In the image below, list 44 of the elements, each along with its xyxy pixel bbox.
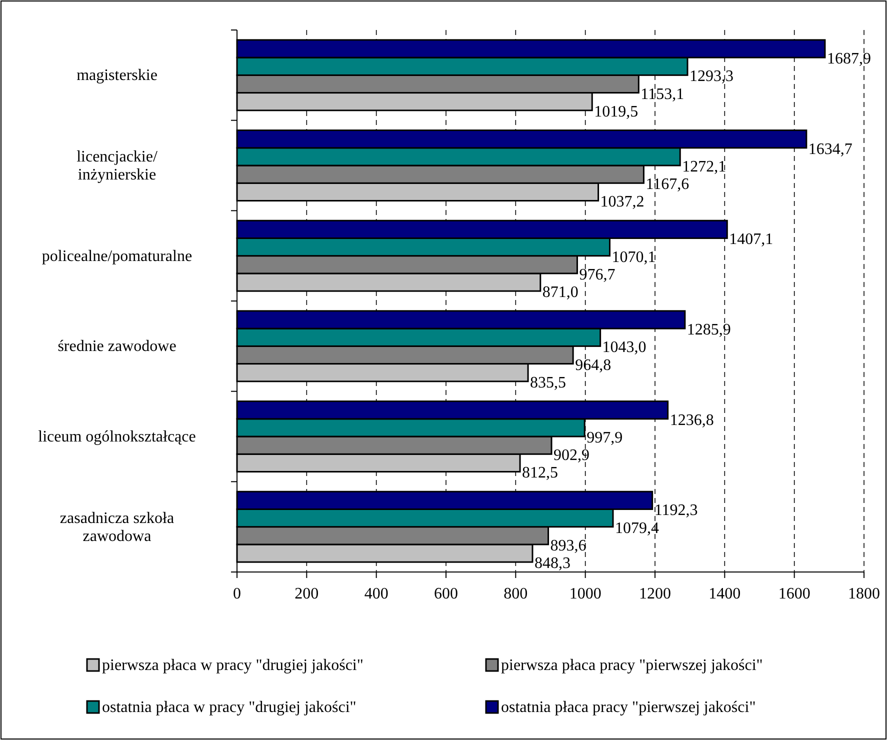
y-tick-label: zasadnicza szkoła zawodowa [60, 510, 174, 545]
data-label: 1687,9 [826, 50, 871, 68]
data-label: 1293,3 [690, 68, 734, 86]
data-label: 1167,6 [646, 176, 690, 194]
data-label: 1407,1 [729, 231, 774, 248]
y-tick-label: magisterskie [76, 67, 158, 84]
x-tick-label: 1800 [848, 586, 880, 603]
data-label: 1634,7 [808, 140, 852, 158]
data-label: 1272,1 [682, 158, 726, 176]
data-label: 835,5 [530, 374, 566, 392]
data-label: 1285,9 [686, 322, 731, 339]
data-label: 812,5 [522, 464, 558, 482]
legend-label: pierwsza płaca pracy "pierwszej jakości" [501, 657, 763, 674]
y-tick-label: licencjackie/ inżynierskie [76, 148, 158, 184]
data-label: 1037,2 [600, 194, 644, 211]
data-label: 976,7 [579, 266, 616, 284]
y-tick-label: średnie zawodowe [58, 338, 176, 356]
data-label: 1043,0 [602, 339, 646, 356]
x-tick-label: 1400 [708, 586, 741, 603]
data-label: 1153,1 [640, 86, 684, 103]
x-tick-label: 1000 [569, 586, 602, 603]
x-tick-label: 1600 [778, 586, 810, 603]
x-tick-label: 1200 [639, 586, 671, 603]
y-tick-label: liceum ogólnokształcące [38, 428, 196, 446]
x-tick-label: 200 [294, 586, 319, 603]
data-label: 964,8 [575, 356, 612, 374]
data-label: 871,0 [542, 284, 578, 302]
data-label: 848,3 [534, 555, 570, 572]
data-label: 997,9 [586, 430, 623, 446]
legend-label: ostatnia płaca pracy "pierwszej jakości" [501, 699, 756, 716]
data-label: 1019,5 [594, 103, 638, 120]
data-label: 1192,3 [654, 502, 698, 520]
x-tick-label: 400 [364, 586, 388, 603]
data-label: 902,9 [554, 447, 590, 464]
data-label: 1079,4 [614, 520, 659, 537]
x-tick-label: 800 [504, 586, 528, 603]
data-label: 1070,1 [612, 248, 656, 266]
data-label: 1236,8 [670, 412, 714, 429]
legend-label: ostatnia płaca w pracy "drugiej jakości" [102, 699, 356, 716]
legend-label: pierwsza płaca w pracy "drugiej jakości" [102, 657, 364, 674]
y-tick-label: policealne/pomaturalne [42, 248, 192, 265]
x-tick-label: 0 [233, 586, 241, 603]
x-tick-label: 600 [434, 586, 458, 603]
data-label: 893,6 [550, 537, 586, 554]
